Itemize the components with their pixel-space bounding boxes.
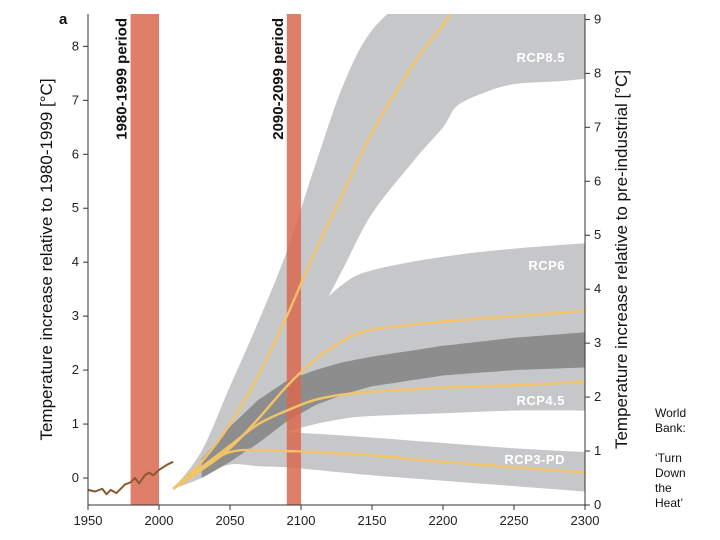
y-right-tick-label-4: 4 (594, 281, 601, 296)
credit-line-6: the (655, 481, 672, 495)
band-overlap (201, 332, 585, 478)
y-left-tick-label-3: 3 (72, 308, 79, 323)
y-left-tick-label-7: 7 (72, 92, 79, 107)
x-tick-label-1950: 1950 (74, 513, 103, 528)
line-rcp8-5 (172, 14, 452, 490)
line-rcp4-5 (172, 380, 585, 490)
y-right-axis-title: Temperature increase relative to pre-ind… (612, 70, 631, 449)
y-right-tick-label-3: 3 (594, 335, 601, 350)
y-left-tick-label-6: 6 (72, 146, 79, 161)
historical-line (87, 460, 174, 496)
period-label-1: 1980-1999 period (114, 18, 131, 140)
scenario-label-rcp8-5: RCP8.5 (516, 50, 565, 65)
y-left-tick-label-2: 2 (72, 362, 79, 377)
axes: 1950 2000 2050 2100 2150 2200 2250 230001234567… (37, 11, 631, 528)
y-left-tick-label-4: 4 (72, 254, 79, 269)
historical-series (87, 460, 174, 496)
period-label-2: 2090-2099 period (270, 18, 287, 140)
period-bar-1 (130, 14, 159, 505)
credit-line-1: World (655, 406, 687, 420)
y-right-tick-label-2: 2 (594, 389, 601, 404)
x-tick-label-2250: 2250 (500, 513, 529, 528)
credit-line-7: Heat’ (655, 496, 684, 510)
y-left-tick-label-5: 5 (72, 200, 79, 215)
x-tick-label-2300: 2300 (571, 513, 600, 528)
uncertainty-bands (173, 14, 585, 492)
period-bar-2 (286, 14, 301, 505)
y-right-tick-label-5: 5 (594, 227, 601, 242)
credit-note: World Bank: ‘Turn Down the Heat’ (655, 406, 715, 511)
y-right-tick-label-6: 6 (594, 173, 601, 188)
scenario-label-rcp4-5: RCP4.5 (516, 393, 565, 408)
credit-line-4: ‘Turn (655, 451, 682, 465)
y-right-tick-label-0: 0 (594, 497, 601, 512)
mean-lines (172, 14, 585, 490)
scenario-labels: RCP8.5 RCP6 RCP4.5 RCP3-PD (504, 50, 565, 467)
y-right-tick-label-9: 9 (594, 11, 601, 26)
y-left-axis-title: Temperature increase relative to 1980-19… (37, 78, 56, 440)
y-right-tick-label-7: 7 (594, 119, 601, 134)
y-left-tick-label-0: 0 (72, 470, 79, 485)
period-bars: 1980-1999 period 2090-2099 period (114, 14, 301, 505)
credit-line-2: Bank: (655, 421, 686, 435)
x-tick-label-2050: 2050 (216, 513, 245, 528)
scenario-label-rcp6: RCP6 (528, 258, 565, 273)
credit-line-5: Down (655, 466, 686, 480)
y-right-tick-label-8: 8 (594, 65, 601, 80)
panel-letter: a (59, 11, 68, 28)
scenario-label-rcp3-pd: RCP3-PD (504, 452, 565, 467)
line-rcp3-pd (172, 448, 585, 490)
x-tick-label-2000: 2000 (145, 513, 174, 528)
x-tick-label-2100: 2100 (287, 513, 316, 528)
credit-line-3 (655, 436, 715, 451)
y-left-tick-label-8: 8 (72, 38, 79, 53)
band-rcp3-pd (173, 431, 585, 492)
y-right-tick-label-1: 1 (594, 443, 601, 458)
x-tick-label-2200: 2200 (429, 513, 458, 528)
x-tick-label-2150: 2150 (358, 513, 387, 528)
y-left-tick-label-1: 1 (72, 416, 79, 431)
